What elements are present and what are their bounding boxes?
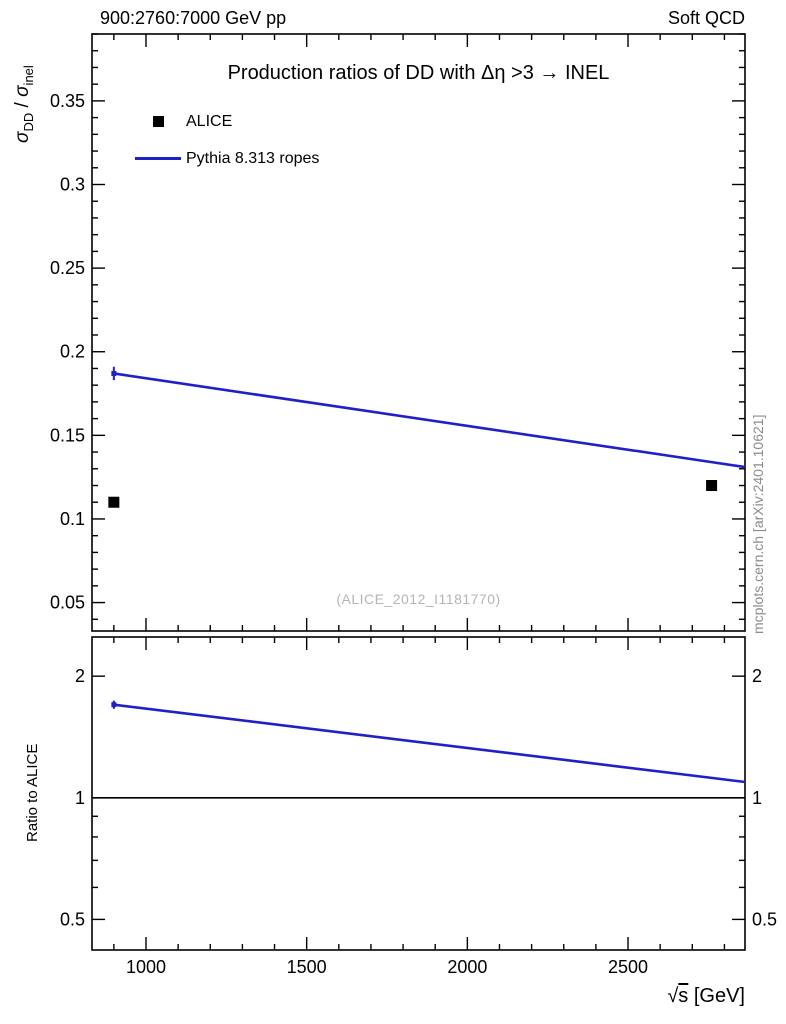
x-tick-label: 2000	[447, 957, 487, 977]
header-beam-energies: 900:2760:7000 GeV pp	[100, 8, 287, 28]
legend: ALICE Pythia 8.313 ropes	[130, 103, 319, 177]
bottom-panel-frame	[91, 636, 746, 951]
sigma-inel-subscript: inel	[21, 65, 36, 86]
legend-item-pythia: Pythia 8.313 ropes	[130, 140, 319, 177]
ratio-tick-label-right: 0.5	[752, 909, 777, 929]
pythia-line-marker-icon	[130, 157, 186, 160]
y-tick-label: 0.25	[50, 258, 85, 278]
sigma-dd-subscript: DD	[21, 112, 36, 132]
y-tick-label: 0.1	[60, 509, 85, 529]
alice-data-marker	[108, 496, 120, 508]
ratio-tick-label-left: 1	[75, 788, 85, 808]
y-tick-label: 0.3	[60, 175, 85, 195]
ratio-divider: /	[12, 96, 33, 113]
y-tick-label: 0.05	[50, 593, 85, 613]
y-tick-label: 0.2	[60, 342, 85, 362]
y-axis-title-top: σDD / σinel	[12, 65, 36, 143]
ratio-tick-label-left: 2	[75, 666, 85, 686]
sigma-inel-symbol: σ	[12, 85, 33, 97]
sigma-dd-symbol: σ	[12, 131, 33, 143]
analysis-watermark: (ALICE_2012_I1181770)	[336, 591, 501, 607]
plot-title: Production ratios of DD with Δη >3 → INE…	[227, 62, 610, 84]
alice-data-marker	[706, 480, 718, 492]
blue-line-icon	[135, 157, 181, 160]
ratio-line	[113, 703, 746, 784]
y-axis-title-bottom: Ratio to ALICE	[24, 743, 41, 842]
top-panel-frame	[91, 33, 746, 632]
sqrt-symbol: √	[667, 985, 679, 1007]
x-axis-title: √s [GeV]	[667, 985, 745, 1008]
y-tick-label: 0.35	[50, 91, 85, 111]
x-tick-label: 1000	[126, 957, 166, 977]
x-tick-label: 2500	[608, 957, 648, 977]
legend-label-alice: ALICE	[186, 112, 233, 130]
legend-item-alice: ALICE	[130, 103, 319, 140]
alice-square-marker-icon	[130, 116, 186, 127]
legend-label-pythia: Pythia 8.313 ropes	[186, 149, 320, 167]
ratio-marker	[111, 702, 117, 708]
ratio-tick-label-right: 1	[752, 788, 762, 808]
y-tick-label: 0.15	[50, 425, 85, 445]
x-axis-unit: [GeV]	[688, 985, 745, 1007]
ratio-tick-label-left: 0.5	[60, 909, 85, 929]
pythia-line	[113, 372, 746, 469]
x-tick-label: 1500	[287, 957, 327, 977]
mcplots-arxiv-note: mcplots.cern.ch [arXiv:2401.10621]	[750, 414, 766, 634]
ratio-tick-label-right: 2	[752, 666, 762, 686]
pythia-marker	[111, 370, 117, 376]
black-square-icon	[152, 116, 164, 127]
sqrt-s-symbol: s	[678, 985, 689, 1007]
header-process-group: Soft QCD	[667, 8, 745, 28]
